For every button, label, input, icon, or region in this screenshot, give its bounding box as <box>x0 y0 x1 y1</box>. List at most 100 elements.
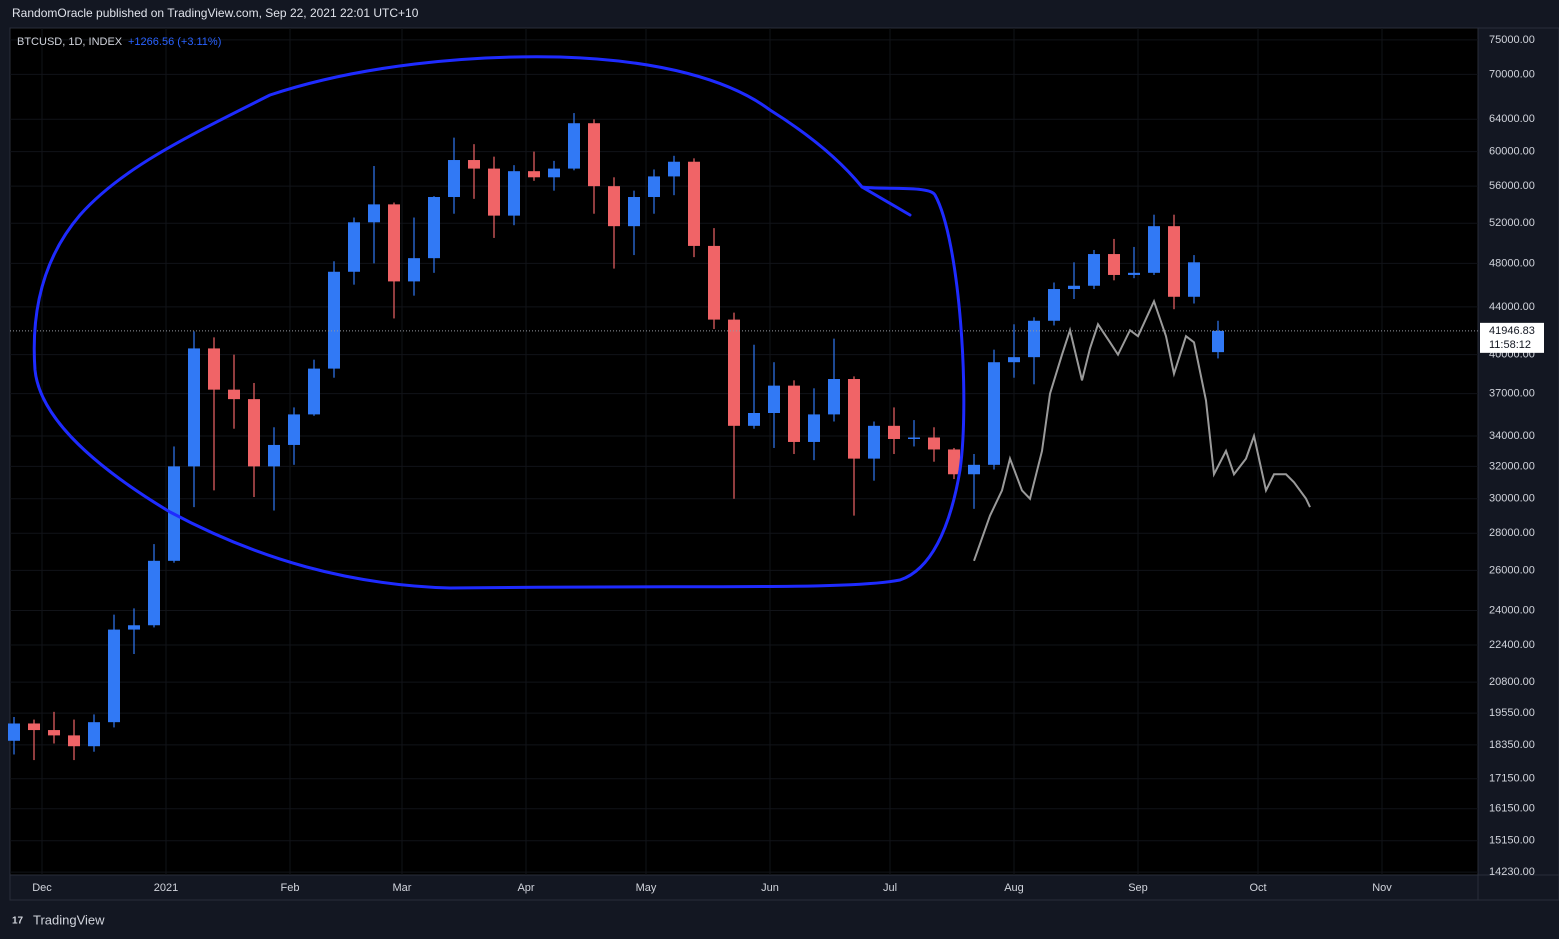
chart-border <box>9 27 1559 901</box>
candle-body <box>528 171 540 178</box>
candle-body <box>148 560 160 626</box>
y-tick-label: 75000.00 <box>1489 34 1535 46</box>
candle-body <box>668 161 680 177</box>
x-tick-label: Aug <box>1004 882 1024 894</box>
candle-body <box>48 730 60 736</box>
logo-mark: 17 <box>12 916 24 927</box>
candle-body <box>1048 289 1060 321</box>
candle-body <box>748 412 760 426</box>
y-tick-label: 19550.00 <box>1489 707 1535 719</box>
candle-body <box>108 629 120 723</box>
candle-body <box>848 379 860 459</box>
candle-body <box>688 161 700 246</box>
y-tick-label: 30000.00 <box>1489 493 1535 505</box>
candle-body <box>1088 254 1100 286</box>
candle-body <box>928 437 940 450</box>
y-tick-label: 16150.00 <box>1489 803 1535 815</box>
hand-drawn-ellipse <box>32 55 966 590</box>
marks <box>8 113 1478 761</box>
candle-body <box>828 379 840 415</box>
candle-body <box>328 271 340 369</box>
candle-body <box>308 368 320 415</box>
candle-body <box>248 399 260 467</box>
candle-body <box>88 722 100 747</box>
candle-body <box>128 625 140 630</box>
x-tick-label: 2021 <box>154 882 178 894</box>
candle-body <box>1128 272 1140 275</box>
candle-body <box>208 348 220 390</box>
y-tick-label: 15150.00 <box>1489 835 1535 847</box>
y-tick-label: 26000.00 <box>1489 564 1535 576</box>
y-tick-label: 37000.00 <box>1489 388 1535 400</box>
candle-body <box>988 362 1000 465</box>
x-tick-label: Apr <box>517 882 534 894</box>
candle-body <box>68 735 80 747</box>
candle-body <box>1168 226 1180 297</box>
candle-body <box>1008 357 1020 363</box>
candle-body <box>268 444 280 467</box>
candle-body <box>1028 320 1040 358</box>
y-tick-label: 44000.00 <box>1489 301 1535 313</box>
candle-body <box>488 168 500 216</box>
candle-body <box>448 160 460 198</box>
candle-body <box>968 464 980 475</box>
candle-body <box>948 449 960 475</box>
y-tick-label: 48000.00 <box>1489 257 1535 269</box>
countdown-label: 11:58:12 <box>1489 339 1531 351</box>
candle-body <box>348 222 360 272</box>
candle-body <box>408 258 420 282</box>
candle-body <box>388 204 400 282</box>
axes: 14230.00 15150.00 16150.00 17150.00 18350.00… <box>32 34 1544 894</box>
candle-body <box>568 123 580 169</box>
candle-body <box>368 204 380 223</box>
x-tick-label: Jul <box>883 882 897 894</box>
symbol-label: BTCUSD, 1D, INDEX <box>17 36 123 48</box>
candle-body <box>808 414 820 442</box>
x-tick-label: May <box>636 882 657 894</box>
x-tick-label: Jun <box>761 882 779 894</box>
y-tick-label: 70000.00 <box>1489 68 1535 80</box>
y-tick-label: 14230.00 <box>1489 866 1535 878</box>
candle-body <box>728 319 740 426</box>
x-tick-label: Mar <box>393 882 412 894</box>
change-label: +1266.56 (+3.11%) <box>128 36 221 48</box>
last-price-box <box>1480 322 1544 353</box>
candle-body <box>628 197 640 227</box>
last-price-label: 41946.83 <box>1489 325 1535 337</box>
x-tick-label: Sep <box>1128 882 1148 894</box>
y-tick-label: 28000.00 <box>1489 527 1535 539</box>
y-tick-label: 52000.00 <box>1489 217 1535 229</box>
candle-body <box>1188 262 1200 297</box>
candle-body <box>708 245 720 320</box>
candle-body <box>648 176 660 198</box>
candle-body <box>788 385 800 442</box>
y-tick-label: 34000.00 <box>1489 430 1535 442</box>
candle-body <box>508 171 520 216</box>
y-tick-label: 22400.00 <box>1489 639 1535 651</box>
candle-body <box>1148 226 1160 273</box>
footer-brand: TradingView <box>33 912 105 927</box>
grid <box>10 28 1478 875</box>
candle-body <box>768 385 780 413</box>
y-tick-label: 18350.00 <box>1489 739 1535 751</box>
candle-body <box>1108 254 1120 275</box>
y-tick-label: 60000.00 <box>1489 146 1535 158</box>
candle-body <box>868 425 880 459</box>
x-tick-label: Dec <box>32 882 52 894</box>
projection-line <box>973 298 1311 562</box>
x-tick-label: Oct <box>1249 882 1266 894</box>
y-tick-label: 24000.00 <box>1489 604 1535 616</box>
y-tick-label: 32000.00 <box>1489 460 1535 472</box>
candle-body <box>548 168 560 178</box>
candle-body <box>1068 285 1080 290</box>
x-tick-label: Nov <box>1372 882 1392 894</box>
candle-body <box>8 723 20 741</box>
y-tick-label: 17150.00 <box>1489 773 1535 785</box>
candle-body <box>1212 330 1224 353</box>
candle-body <box>428 197 440 259</box>
candle-body <box>188 348 200 467</box>
candle-body <box>908 437 920 439</box>
candle-body <box>588 123 600 187</box>
y-tick-label: 20800.00 <box>1489 676 1535 688</box>
